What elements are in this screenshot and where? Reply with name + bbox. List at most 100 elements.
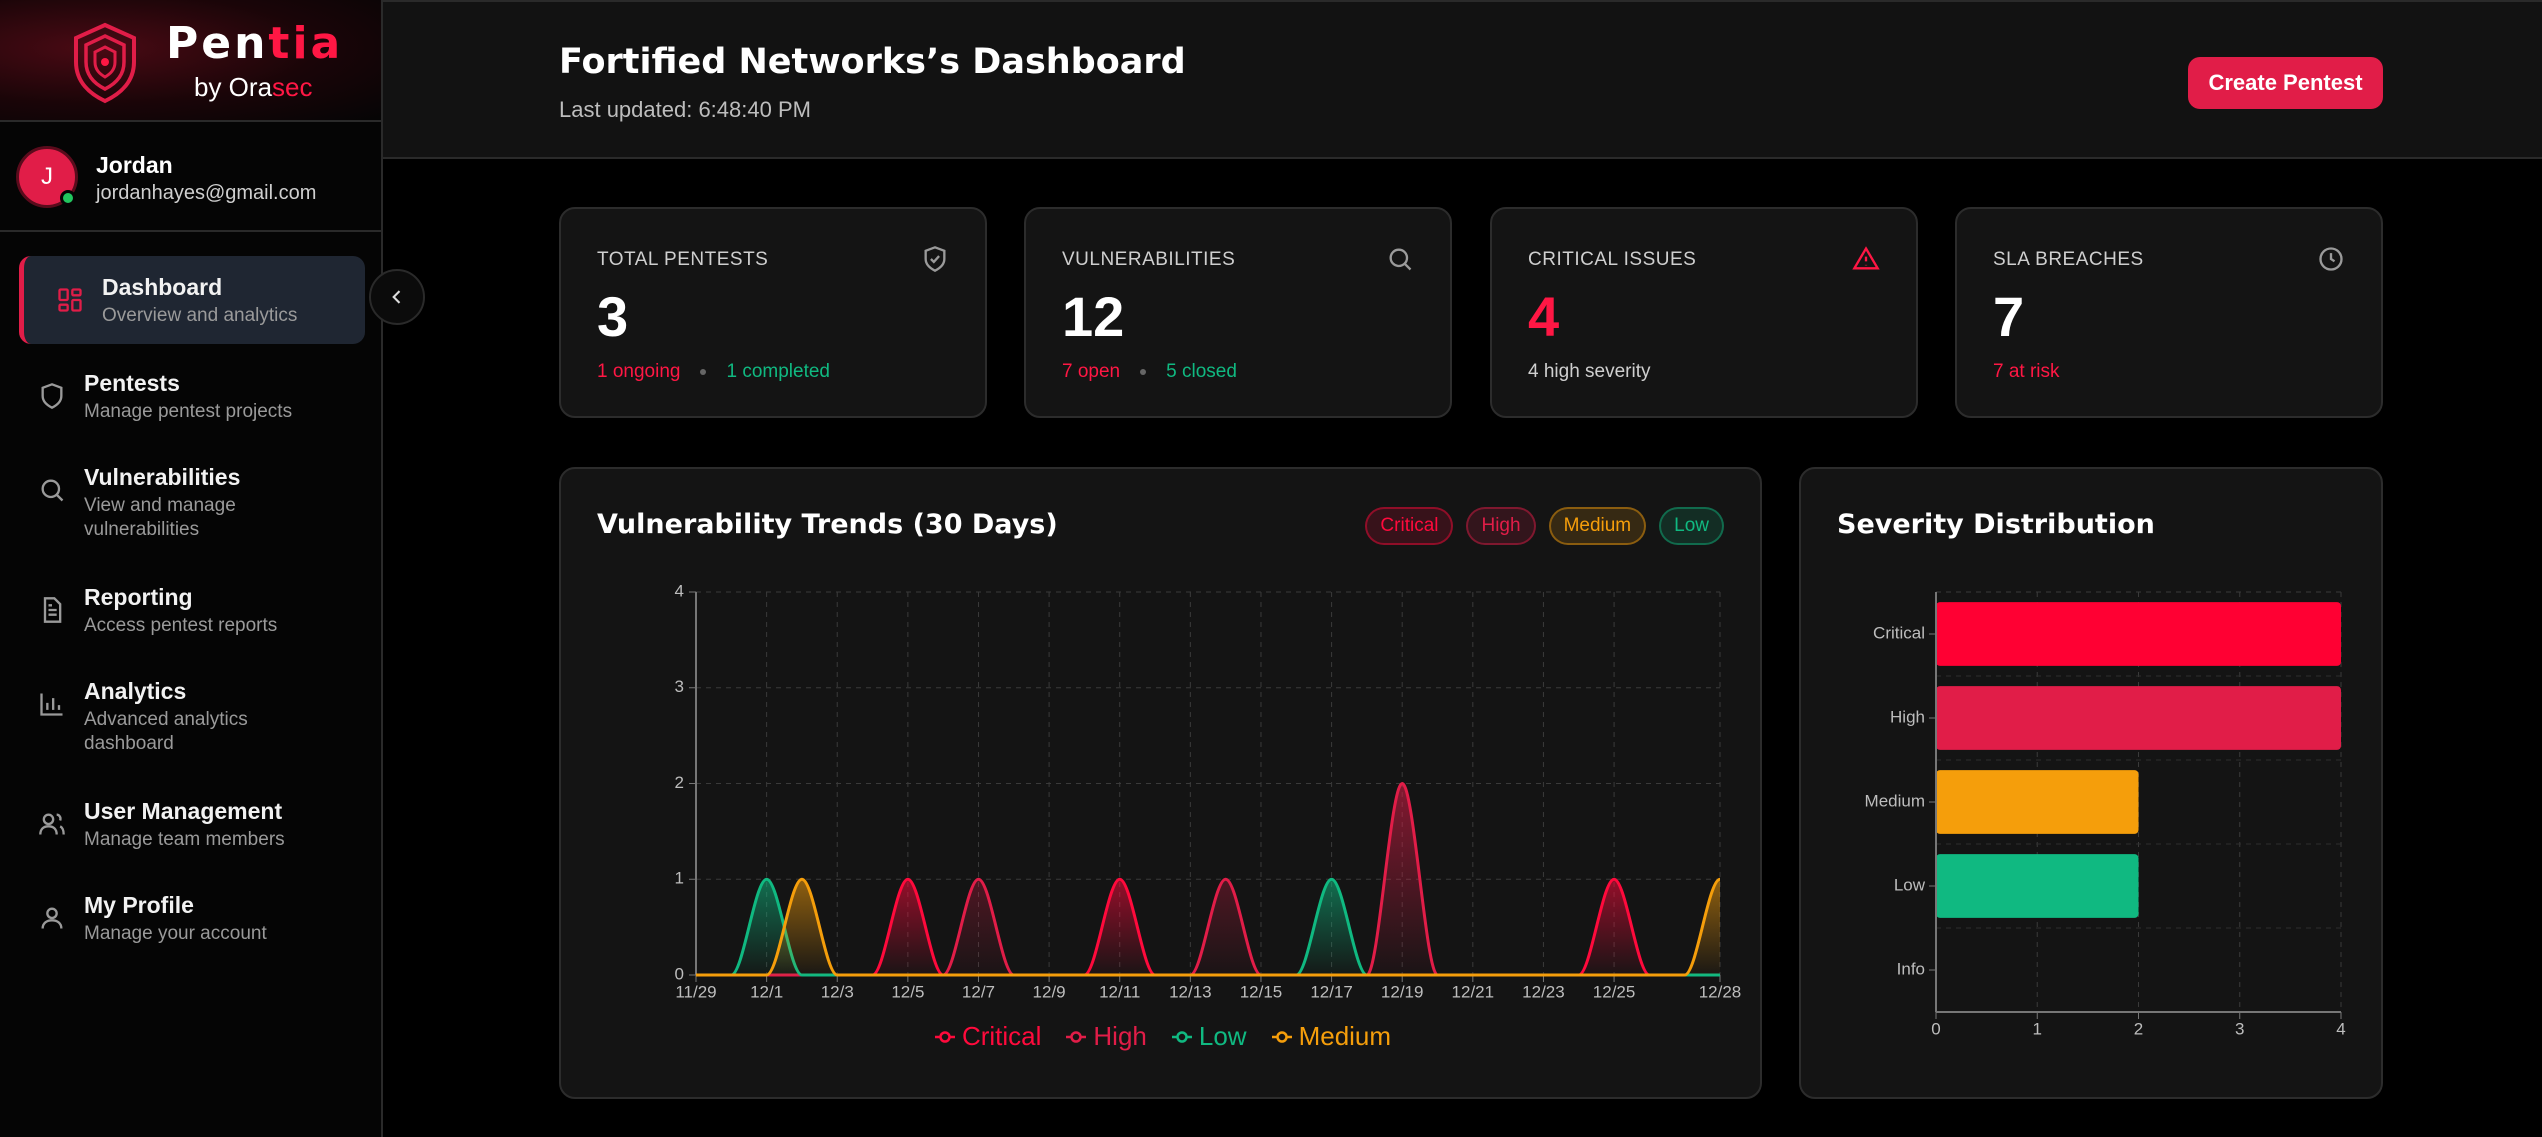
nav-icon [43,597,62,623]
x-tick-label: 12/3 [821,982,854,1001]
stat-details: 4 high severity [1528,361,1651,383]
collapse-button[interactable] [369,269,425,325]
nav-item[interactable]: Pentests Manage pentest projects [84,369,344,424]
nav-title: Vulnerabilities [84,464,241,490]
create-pentest-button[interactable]: Create Pentest [2188,57,2383,109]
y-tick-label: 2 [675,773,684,792]
y-tick-label: 4 [675,581,684,600]
x-tick-label: 4 [2336,1019,2345,1038]
nav-icon [39,813,65,835]
x-tick-label: 12/13 [1169,982,1212,1001]
nav-item[interactable]: Vulnerabilities View and manage vulnerabi… [84,463,344,542]
nav-subtitle: Overview and analytics [102,305,298,326]
filter-badge[interactable]: Medium [1548,507,1647,545]
legend-label: Critical [961,1021,1042,1051]
nav-title: Analytics [84,678,187,704]
x-tick-label: 0 [1931,1019,1940,1038]
x-tick-label: 12/19 [1381,982,1424,1001]
x-tick-label: 12/21 [1452,982,1495,1001]
legend-dot [1176,1030,1188,1043]
y-tick-label: Info [1897,959,1925,978]
logo [74,22,136,104]
stat-details: 1 ongoing 1 completed [597,361,830,383]
tagline-text: sec [272,72,313,102]
stat-label: VULNERABILITIES [1062,249,1236,270]
nav-item[interactable]: My Profile Manage your account [84,891,344,946]
y-tick-label: 0 [675,964,684,983]
nav-item[interactable]: Dashboard Overview and analytics [102,273,362,328]
nav-icon [58,288,82,312]
chart-card: Vulnerability Trends (30 Days) Critical H… [559,467,1762,1099]
x-tick-label: 1 [2033,1019,2042,1038]
legend-dot [1275,1030,1288,1043]
y-tick-label: Medium [1865,791,1925,810]
series-area [696,783,1720,975]
bar [1936,602,2341,666]
nav-icon [41,479,64,502]
brand-text: Pen [166,18,269,69]
legend: Critical High Low Medium [561,1021,1764,1052]
x-tick-label: 12/23 [1522,982,1565,1001]
stat-value: 7 [1993,285,2025,348]
stat-card: CRITICAL ISSUES 4 4 high severity [1490,207,1918,418]
x-tick-label: 12/5 [891,982,924,1001]
series-area [696,879,1720,975]
stat-label: TOTAL PENTESTS [597,249,769,270]
x-tick-label: 12/7 [962,982,995,1001]
stat-details: 7 at risk [1993,361,2060,383]
x-tick-label: 2 [2134,1019,2143,1038]
nav-subtitle: View and manage vulnerabilities [84,495,236,540]
nav-title: Dashboard [102,274,223,300]
nav-title: Reporting [84,584,193,610]
tagline: by Orasec [194,72,313,103]
user-email: jordanhayes@gmail.com [96,182,317,204]
stat-value: 4 [1528,285,1560,348]
y-tick-label: High [1890,707,1925,726]
chevron [392,290,401,304]
stat-icon [1852,246,1880,270]
nav-item[interactable]: User Management Manage team members [84,797,344,852]
stat-detail: 7 open [1062,361,1121,382]
y-tick-label: Critical [1873,623,1925,642]
filter-badge[interactable]: Low [1659,507,1724,545]
stat-card: TOTAL PENTESTS 3 1 ongoing 1 completed [559,207,987,418]
stat-detail: 1 completed [726,361,830,382]
nav-item[interactable]: Reporting Access pentest reports [84,583,344,638]
series-area [696,879,1720,975]
nav-title: User Management [84,798,283,824]
chart-title: Vulnerability Trends (30 Days) [597,509,1058,540]
x-tick-label: 12/1 [750,982,783,1001]
legend-icon [1066,1030,1087,1043]
separator [700,369,707,375]
legend-item: Critical [934,1021,1041,1052]
stat-detail: 4 high severity [1528,361,1651,382]
stat-card: VULNERABILITIES 12 7 open 5 closed [1024,207,1452,418]
brand-name: Pentia [166,18,343,69]
last-updated: Last updated: 6:48:40 PM [559,97,811,122]
nav-item[interactable]: Analytics Advanced analytics dashboard [84,677,344,756]
legend-icon [1271,1030,1292,1043]
filter-badge[interactable]: High [1466,507,1536,545]
y-tick-label: Low [1894,875,1926,894]
legend-label: High [1093,1021,1147,1051]
legend-item: High [1065,1021,1147,1052]
stat-icon [2319,247,2343,271]
bar [1936,854,2139,918]
nav-title: Pentests [84,370,180,396]
x-tick-label: 12/15 [1240,982,1283,1001]
nav-title: My Profile [84,892,194,918]
stat-value: 12 [1062,285,1125,348]
legend-label: Medium [1298,1021,1392,1051]
nav-icon [41,383,63,409]
bar-chart: 0 1 2 3 4 Critical High Medium Low Info [1865,591,2346,1038]
filter-badge[interactable]: Critical [1365,507,1454,545]
nav-icon [41,907,63,929]
y-tick-label: 1 [675,869,684,888]
y-tick-label: 3 [675,677,684,696]
stat-icon [1389,248,1412,271]
page-title: Fortified Networks’s Dashboard [559,42,1186,82]
legend-icon [1171,1030,1192,1043]
avatar[interactable]: J [16,146,78,208]
bar [1936,686,2341,750]
